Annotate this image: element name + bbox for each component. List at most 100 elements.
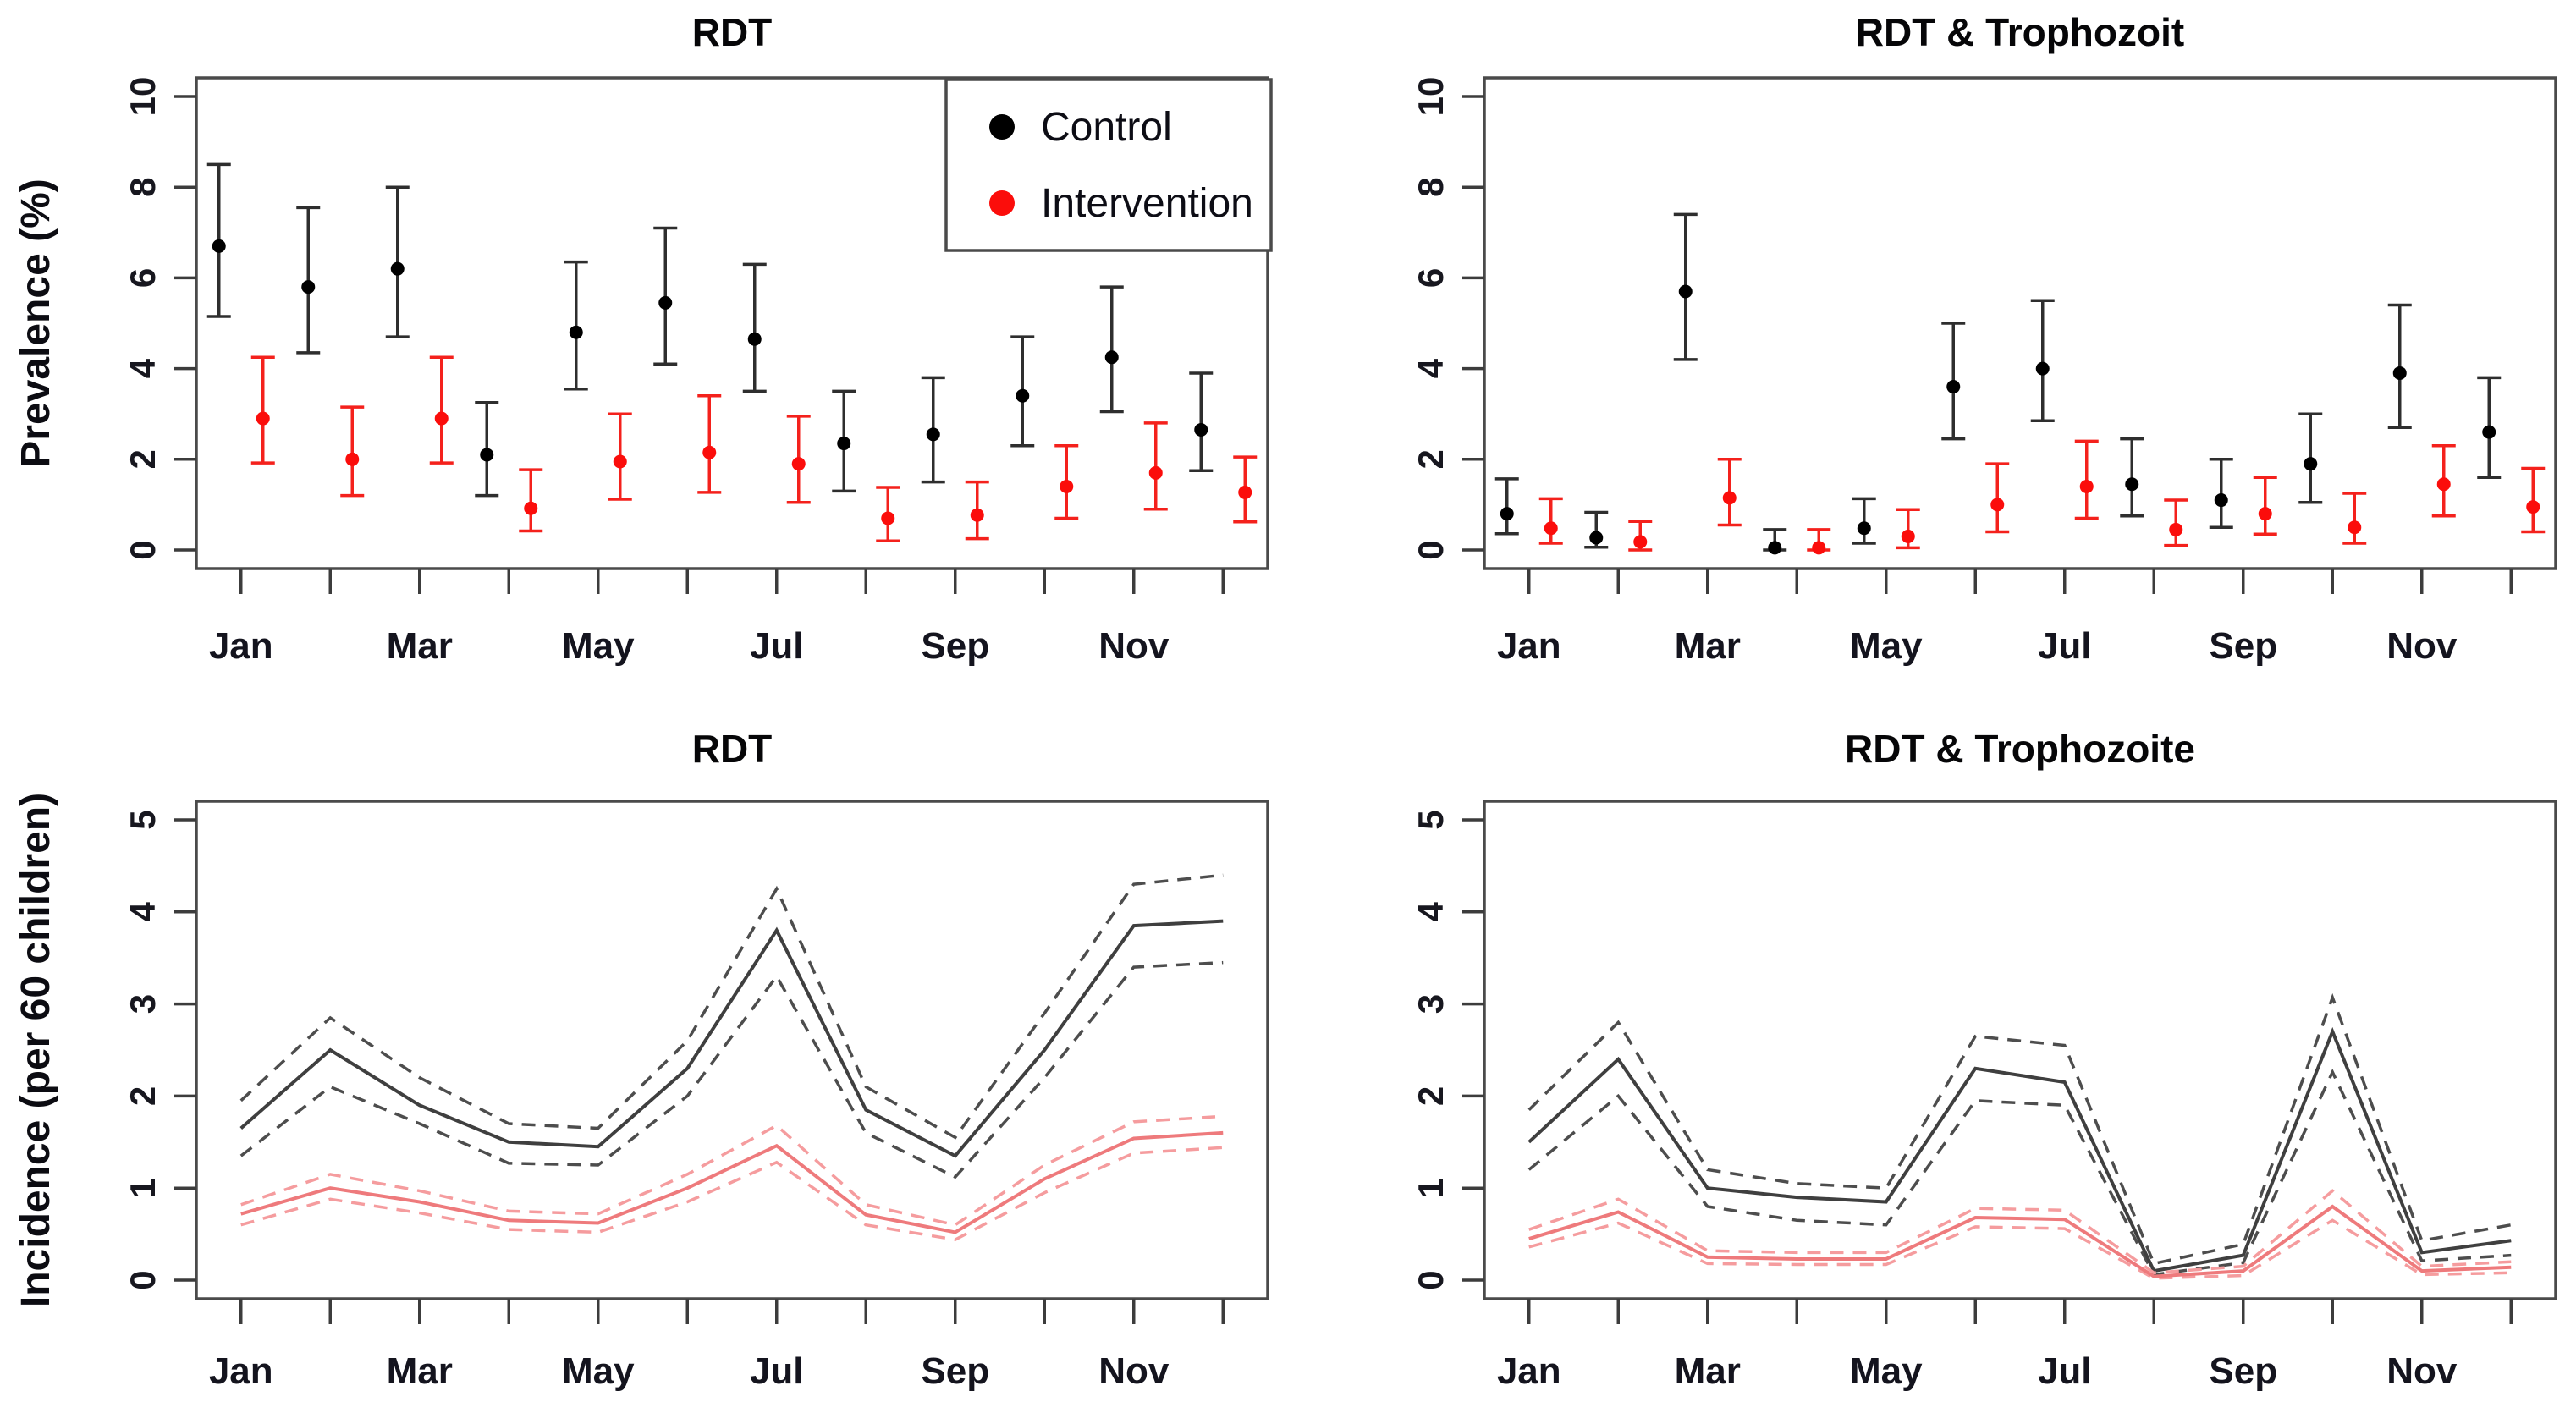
y-axis-label: Prevalence (%) <box>14 179 58 468</box>
y-tick-label: 0 <box>1411 540 1450 559</box>
incidence-rdt-chart: RDT 0 1 2 3 4 5 Jan Mar May Jul Sep Nov Incidence (pe… <box>14 727 1269 1392</box>
data-point <box>2392 366 2407 380</box>
x-tick-label: Sep <box>921 1350 989 1392</box>
data-point <box>702 445 717 459</box>
x-tick-label: Jul <box>750 625 804 667</box>
y-tick-label: 8 <box>123 178 162 197</box>
y-tick-label: 4 <box>1411 358 1450 378</box>
data-point <box>2125 477 2139 492</box>
plot-box <box>195 76 1269 570</box>
series-intervention <box>250 355 1258 543</box>
prevalence-rdt-chart: RDT 0 2 4 6 8 10 Jan Mar May Jul Sep Nov Prevalence (… <box>14 10 1273 667</box>
y-axis-label: Incidence (per 60 children) <box>14 793 58 1307</box>
x-axis: Jan Mar May Jul Sep Nov <box>209 1299 1225 1392</box>
y-tick-label: 2 <box>1411 449 1450 469</box>
ci-upper-line <box>1528 1189 2512 1275</box>
legend: Control Intervention <box>944 78 1273 252</box>
data-point <box>2258 507 2272 521</box>
mean-line <box>1527 1026 2512 1273</box>
panel-title: RDT <box>692 10 773 54</box>
data-point <box>791 457 806 471</box>
x-tick-label: Sep <box>921 625 989 667</box>
legend-label: Intervention <box>1041 181 1253 226</box>
data-point <box>1768 541 1782 555</box>
x-tick-label: Mar <box>387 1350 453 1392</box>
y-axis: 0 1 2 3 4 5 <box>123 810 196 1290</box>
mean-line <box>1528 1204 2512 1278</box>
data-point <box>1238 485 1252 499</box>
x-tick-label: May <box>1850 1350 1923 1392</box>
y-tick-label: 6 <box>123 268 162 288</box>
y-tick-label: 2 <box>123 449 162 469</box>
data-point <box>390 261 405 276</box>
y-tick-label: 3 <box>1411 994 1450 1014</box>
data-point <box>1194 422 1208 437</box>
series-control <box>206 162 1214 498</box>
series-control <box>1527 992 2512 1277</box>
data-point <box>1544 521 1558 536</box>
data-point <box>1060 479 1074 493</box>
legend-box <box>944 78 1273 252</box>
data-point <box>1633 535 1648 549</box>
data-point <box>301 280 316 294</box>
data-point <box>1678 284 1693 299</box>
y-tick-label: 3 <box>123 994 162 1014</box>
data-point <box>1148 465 1163 480</box>
series-intervention <box>1538 439 2546 555</box>
x-tick-label: Mar <box>1675 625 1741 667</box>
data-point <box>2436 477 2451 492</box>
plot-box <box>195 800 1269 1300</box>
legend-marker-control <box>989 114 1015 140</box>
data-point <box>2169 522 2183 536</box>
series-intervention <box>1528 1189 2512 1280</box>
y-tick-label: 2 <box>123 1086 162 1106</box>
panel-incidence-rdt: RDT 0 1 2 3 4 5 Jan Mar May Jul Sep Nov Incidence (pe… <box>0 706 1288 1413</box>
ci-upper-line <box>1527 992 2512 1266</box>
x-tick-label: Jan <box>209 1350 273 1392</box>
x-axis: Jan Mar May Jul Sep Nov <box>1497 569 2513 667</box>
data-point <box>2214 493 2228 508</box>
data-point <box>1857 521 1871 536</box>
x-tick-label: Sep <box>2209 1350 2277 1392</box>
legend-label: Control <box>1041 105 1172 150</box>
series-control <box>239 873 1224 1179</box>
y-tick-label: 10 <box>1411 77 1450 117</box>
data-point <box>881 511 895 525</box>
y-axis: 0 2 4 6 8 10 <box>1411 77 1484 560</box>
x-tick-label: Jan <box>1497 1350 1561 1392</box>
y-tick-label: 4 <box>123 901 162 921</box>
panel-title: RDT & Trophozoite <box>1845 727 2195 771</box>
y-tick-label: 0 <box>123 540 162 559</box>
data-point <box>926 427 940 442</box>
x-tick-label: Jan <box>209 625 273 667</box>
panel-title: RDT <box>692 727 773 771</box>
x-tick-label: Sep <box>2209 625 2277 667</box>
y-tick-label: 1 <box>123 1179 162 1198</box>
data-point <box>747 332 762 346</box>
data-point <box>1722 491 1737 505</box>
incidence-rdt-trophozoite-chart: RDT & Trophozoite 0 1 2 3 4 5 Jan Mar May Jul Sep No… <box>1411 727 2557 1392</box>
y-axis: 0 2 4 6 8 10 <box>123 77 196 560</box>
data-point <box>480 448 494 462</box>
data-point <box>2526 500 2540 514</box>
x-tick-label: Mar <box>1675 1350 1741 1392</box>
x-tick-label: Nov <box>1098 625 1170 667</box>
panel-prevalence-rdt: RDT 0 2 4 6 8 10 Jan Mar May Jul Sep Nov Prevalence (… <box>0 0 1288 706</box>
plot-box <box>1483 76 2557 570</box>
y-tick-label: 0 <box>1411 1270 1450 1289</box>
data-point <box>1990 498 2005 512</box>
y-tick-label: 0 <box>123 1270 162 1289</box>
x-tick-label: May <box>562 1350 635 1392</box>
y-tick-label: 5 <box>1411 810 1450 829</box>
x-tick-label: Jul <box>2038 1350 2092 1392</box>
data-point <box>837 437 851 451</box>
data-point <box>2348 520 2362 535</box>
panel-incidence-rdt-trophozoite: RDT & Trophozoite 0 1 2 3 4 5 Jan Mar May Jul Sep No… <box>1288 706 2576 1413</box>
data-point <box>2079 479 2094 493</box>
y-tick-label: 5 <box>123 810 162 829</box>
mean-line <box>239 919 1224 1158</box>
data-point <box>256 411 270 426</box>
ci-lower-line <box>240 1146 1224 1241</box>
y-tick-label: 2 <box>1411 1086 1450 1106</box>
data-point <box>434 411 449 426</box>
